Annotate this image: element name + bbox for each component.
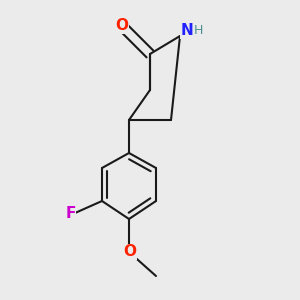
Text: F: F xyxy=(65,206,76,220)
Text: N: N xyxy=(181,23,194,38)
Text: O: O xyxy=(115,18,128,33)
Text: H: H xyxy=(194,24,204,37)
Text: O: O xyxy=(123,244,136,260)
